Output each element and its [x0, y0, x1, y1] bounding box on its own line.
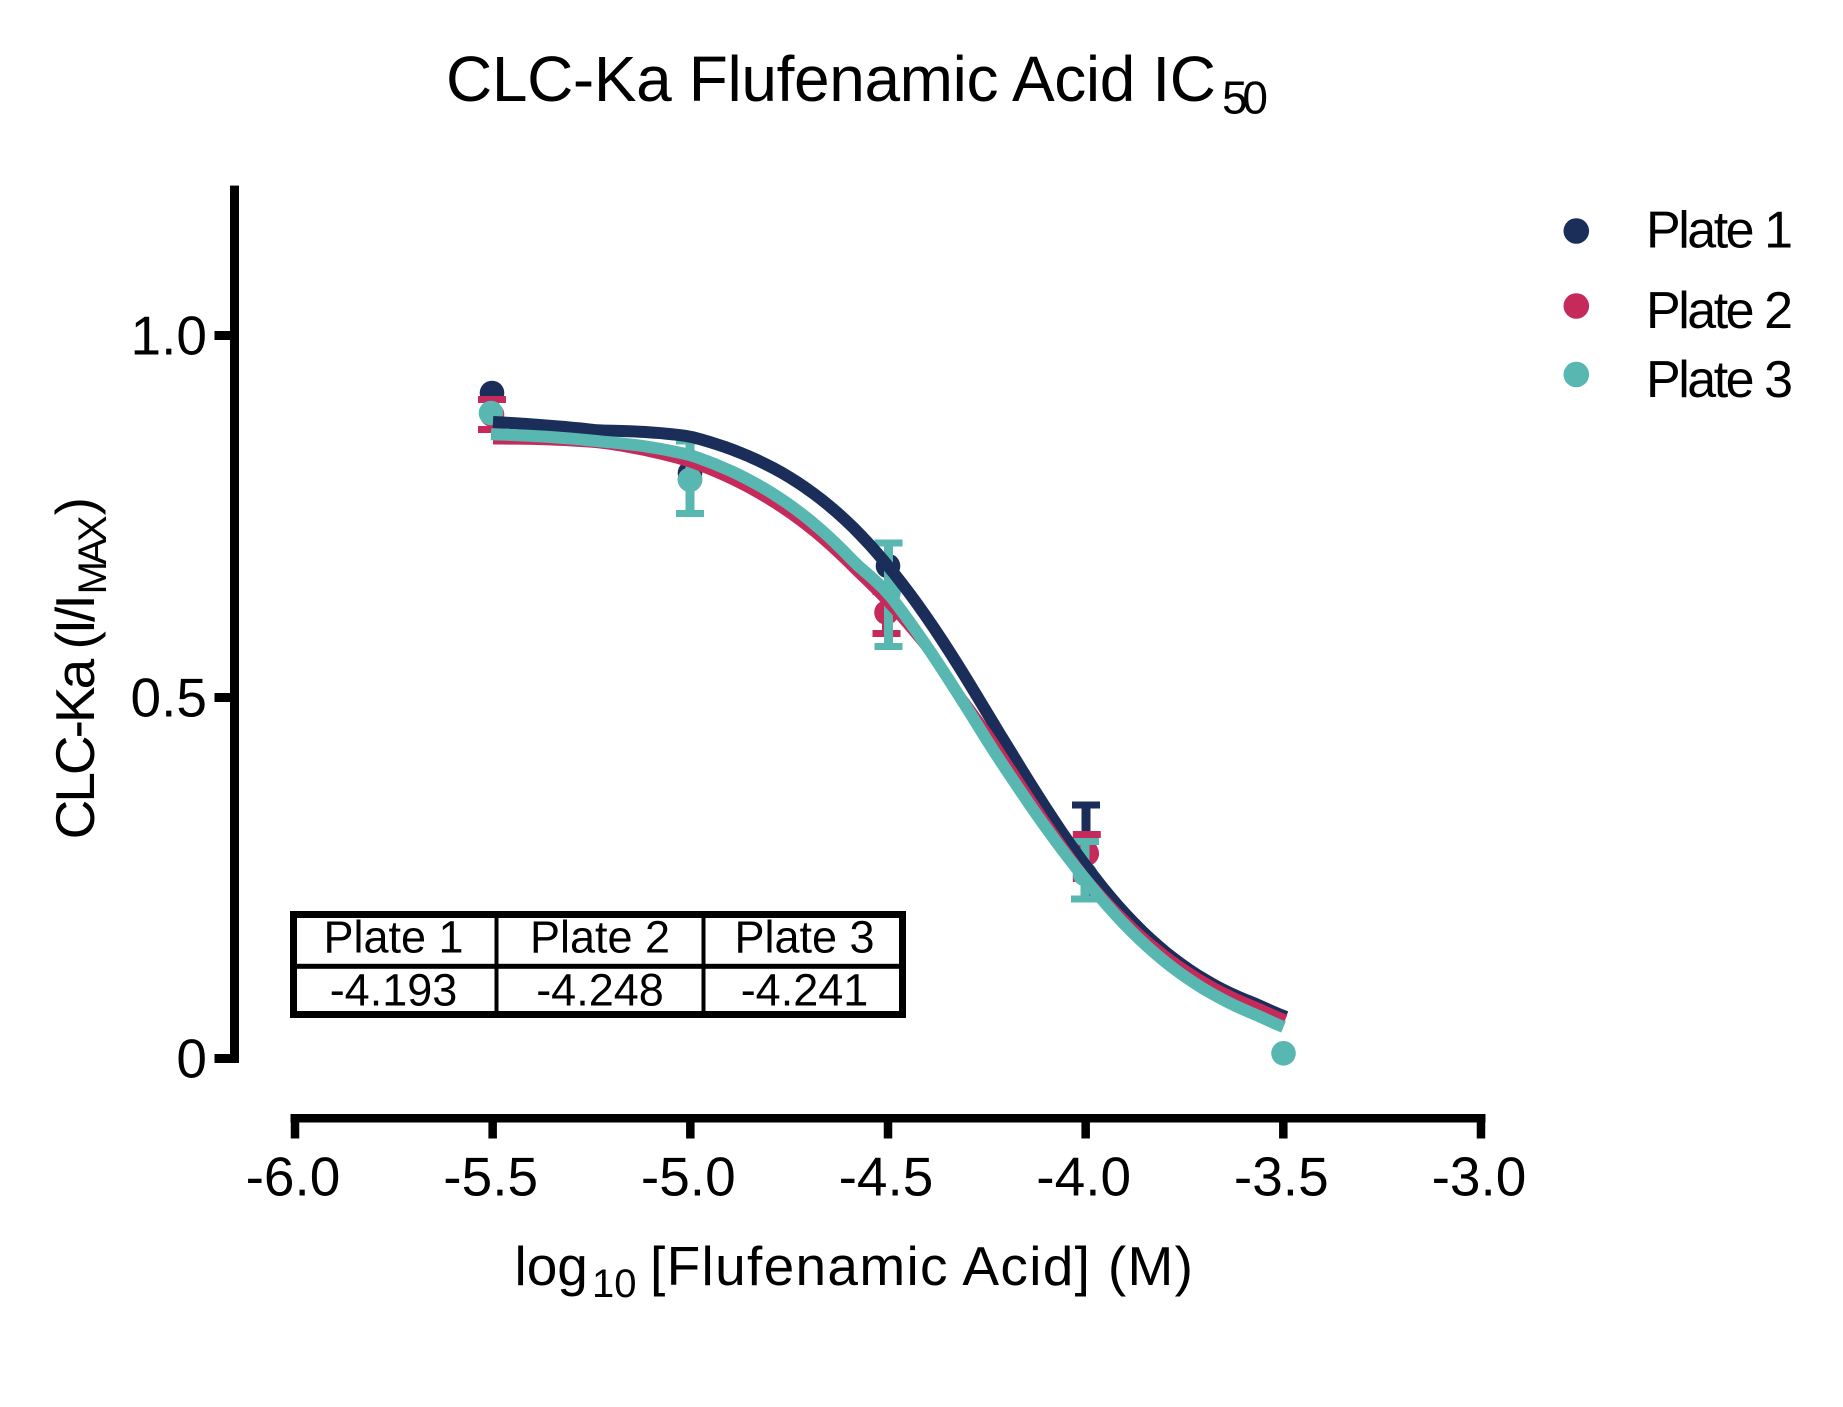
svg-text:-4.248: -4.248 — [536, 964, 664, 1015]
svg-text:-5.5: -5.5 — [443, 1146, 538, 1208]
svg-text:-4.241: -4.241 — [741, 964, 869, 1015]
svg-text:50: 50 — [1222, 72, 1268, 124]
svg-text:Plate 2: Plate 2 — [1646, 282, 1793, 340]
svg-text:-3.0: -3.0 — [1432, 1146, 1527, 1208]
svg-text:Plate 1: Plate 1 — [323, 912, 463, 963]
svg-text:CLC-Ka (I/I: CLC-Ka (I/I — [44, 594, 106, 839]
svg-text:-3.5: -3.5 — [1234, 1146, 1329, 1208]
svg-text:): ) — [44, 497, 106, 515]
svg-text:1.0: 1.0 — [131, 305, 207, 367]
svg-text:Plate 1: Plate 1 — [1646, 202, 1793, 260]
svg-text:-6.0: -6.0 — [246, 1146, 341, 1208]
svg-text:MAX: MAX — [71, 515, 115, 594]
svg-text:-4.0: -4.0 — [1036, 1146, 1131, 1208]
svg-text:-4.5: -4.5 — [839, 1146, 934, 1208]
svg-text:[Flufenamic Acid] (M): [Flufenamic Acid] (M) — [650, 1235, 1193, 1297]
svg-text:10: 10 — [592, 1262, 637, 1306]
svg-text:Plate 3: Plate 3 — [1646, 351, 1793, 409]
svg-text:Plate 2: Plate 2 — [530, 912, 670, 963]
svg-text:Plate 3: Plate 3 — [734, 912, 874, 963]
svg-text:0: 0 — [176, 1028, 207, 1090]
svg-text:-4.193: -4.193 — [330, 964, 458, 1015]
svg-text:log: log — [515, 1235, 588, 1297]
svg-text:-5.0: -5.0 — [641, 1146, 736, 1208]
svg-text:CLC-Ka Flufenamic Acid IC: CLC-Ka Flufenamic Acid IC — [446, 43, 1216, 115]
svg-text:0.5: 0.5 — [131, 667, 207, 729]
